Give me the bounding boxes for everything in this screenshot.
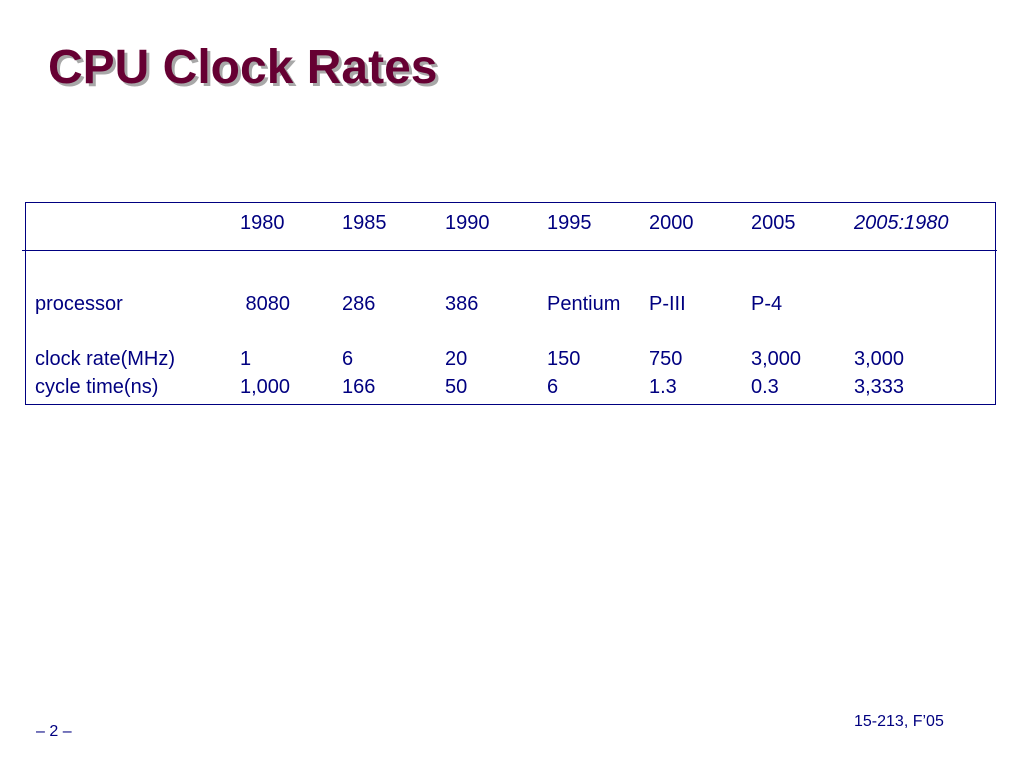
header-year-1985: 1985 [342,212,387,234]
processor-1990: 386 [445,293,479,315]
clock-rate-1980: 1 [240,348,252,370]
clock-rate-1990: 20 [445,348,468,370]
clock-rate-ratio: 3,000 [854,348,905,370]
cycle-time-1980: 1,000 [240,376,291,398]
processor-2000: P-III [649,293,686,315]
processor-1995: Pentium [547,293,621,315]
slide-title: CPU Clock Rates [48,41,438,94]
header-year-1980: 1980 [240,212,285,234]
processor-2005: P-4 [751,293,783,315]
header-year-2005: 2005 [751,212,796,234]
row-label-processor: processor [35,293,123,315]
row-label-clock-rate: clock rate(MHz) [35,348,176,370]
cycle-time-ratio: 3,333 [854,376,905,398]
row-label-cycle-time: cycle time(ns) [35,376,159,398]
data-table-frame [25,202,996,405]
processor-1985: 286 [342,293,376,315]
cycle-time-2005: 0.3 [751,376,779,398]
header-year-1990: 1990 [445,212,490,234]
clock-rate-2000: 750 [649,348,683,370]
table-header-divider [22,250,997,251]
cycle-time-1990: 50 [445,376,468,398]
header-year-1995: 1995 [547,212,592,234]
footer-course-label: 15-213, F’05 [854,713,944,730]
clock-rate-1985: 6 [342,348,354,370]
cycle-time-1985: 166 [342,376,376,398]
footer-page-number: – 2 – [36,723,72,740]
cycle-time-1995: 6 [547,376,559,398]
header-ratio: 2005:1980 [854,212,949,234]
processor-1980: 8080 [240,293,291,315]
header-year-2000: 2000 [649,212,694,234]
clock-rate-2005: 3,000 [751,348,802,370]
cycle-time-2000: 1.3 [649,376,677,398]
clock-rate-1995: 150 [547,348,581,370]
